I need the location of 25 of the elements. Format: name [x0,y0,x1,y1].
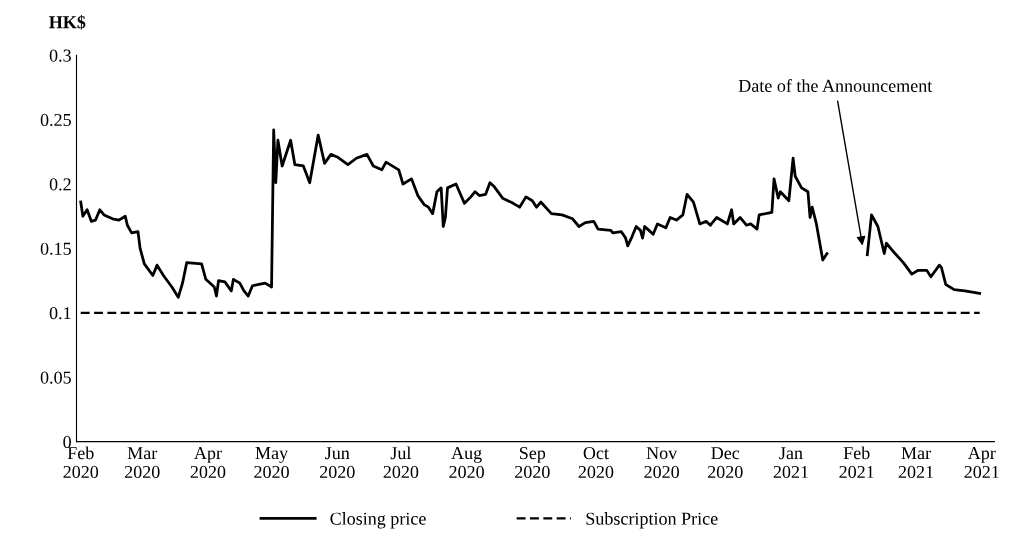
annotation: Date of the Announcement [738,79,933,92]
y-tick-label: 0.25 [40,113,71,127]
x-tick-label: Nov 2020 [644,447,680,479]
x-tick-label: Jul 2020 [383,446,419,479]
x-tick-label: Jun 2020 [320,447,355,479]
y-tick-label: 0.3 [49,49,71,62]
x-tick-label: Sep 2020 [515,447,550,479]
y-axis-title: HK$ [49,15,86,30]
y-tick-label: 0.1 [49,307,71,320]
x-tick-label: Dec 2020 [707,447,743,479]
x-tick-label: May 2020 [254,447,289,479]
y-tick-label: 0.15 [40,242,71,255]
x-tick-label: Mar 2020 [124,447,160,479]
y-tick-label: 0.2 [49,178,71,191]
x-tick-label: Oct 2020 [578,447,614,479]
x-tick-label: Apr 2021 [964,447,999,479]
legend-label: Subscription Price [586,512,718,529]
y-tick-label: 0 [63,435,71,449]
x-tick-label: Aug 2020 [449,447,484,479]
x-tick-label: Jan 2021 [773,447,808,479]
x-tick-label: Apr 2020 [190,447,226,479]
x-tick-label: Feb 2021 [839,446,874,479]
x-tick-label: Mar 2021 [898,447,934,479]
y-tick-label: 0.05 [40,371,71,384]
legend-label: Closing price [330,512,426,529]
